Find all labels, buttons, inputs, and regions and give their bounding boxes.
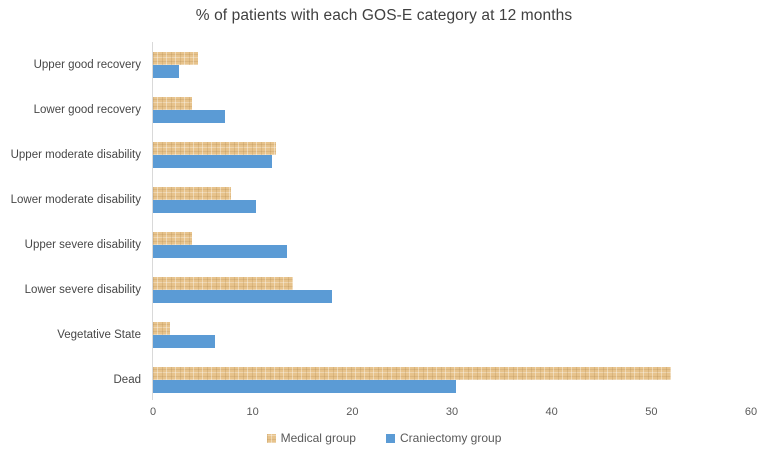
chart-title: % of patients with each GOS-E category a… xyxy=(195,7,573,24)
x-tick-label: 50 xyxy=(645,406,658,418)
category-label: Vegetative State xyxy=(57,329,141,342)
bar-medical-group xyxy=(153,322,170,336)
legend-item-craniectomy-group: Craniectomy group xyxy=(385,431,502,445)
x-tick-label: 10 xyxy=(246,406,259,418)
bar-medical-group xyxy=(153,367,672,381)
bar-row xyxy=(153,223,751,268)
legend-item-medical-group: Medical group xyxy=(266,431,356,445)
bar-row xyxy=(153,177,751,222)
bar-craniectomy-group xyxy=(153,380,456,394)
bar-craniectomy-group xyxy=(153,199,256,213)
x-axis: 0 10 20 30 40 50 60 xyxy=(149,406,757,420)
bar-craniectomy-group xyxy=(153,64,179,78)
vertical-axis-line xyxy=(152,42,153,400)
bar-row xyxy=(153,358,751,403)
category-axis: Upper good recovery Lower good recovery Up… xyxy=(0,42,141,403)
legend: Medical group Craniectomy group xyxy=(0,431,768,445)
legend-label: Medical group xyxy=(280,431,356,445)
bar-row xyxy=(153,42,751,87)
legend-swatch-craniectomy xyxy=(385,433,395,443)
legend-label: Craniectomy group xyxy=(399,431,502,445)
bar-craniectomy-group xyxy=(153,335,215,349)
bar-medical-group xyxy=(153,141,276,155)
bar-medical-group xyxy=(153,277,293,291)
x-tick-label: 30 xyxy=(445,406,459,418)
category-label: Lower good recovery xyxy=(33,103,141,116)
category-label: Upper good recovery xyxy=(33,58,141,71)
bar-row xyxy=(153,268,751,313)
bar-medical-group xyxy=(153,186,231,200)
bar-medical-group xyxy=(153,51,198,65)
bar-craniectomy-group xyxy=(153,154,272,168)
bar-row xyxy=(153,313,751,358)
legend-swatch-medical xyxy=(266,433,276,443)
bar-medical-group xyxy=(153,96,192,110)
bar-craniectomy-group xyxy=(153,245,287,259)
plot-area xyxy=(153,42,751,403)
bar-row xyxy=(153,87,751,132)
bar-medical-group xyxy=(153,232,192,246)
category-label: Upper moderate disability xyxy=(10,148,141,161)
bar-craniectomy-group xyxy=(153,290,333,304)
x-tick-label: 40 xyxy=(545,406,558,418)
x-tick-label: 60 xyxy=(744,406,758,418)
category-label: Dead xyxy=(113,374,142,387)
category-label: Upper severe disability xyxy=(24,239,141,252)
category-label: Lower moderate disability xyxy=(10,193,141,206)
bar-craniectomy-group xyxy=(153,109,225,123)
category-label: Lower severe disability xyxy=(24,284,141,297)
x-tick-label: 0 xyxy=(149,406,157,418)
x-tick-label: 20 xyxy=(346,406,359,418)
bar-row xyxy=(153,132,751,177)
